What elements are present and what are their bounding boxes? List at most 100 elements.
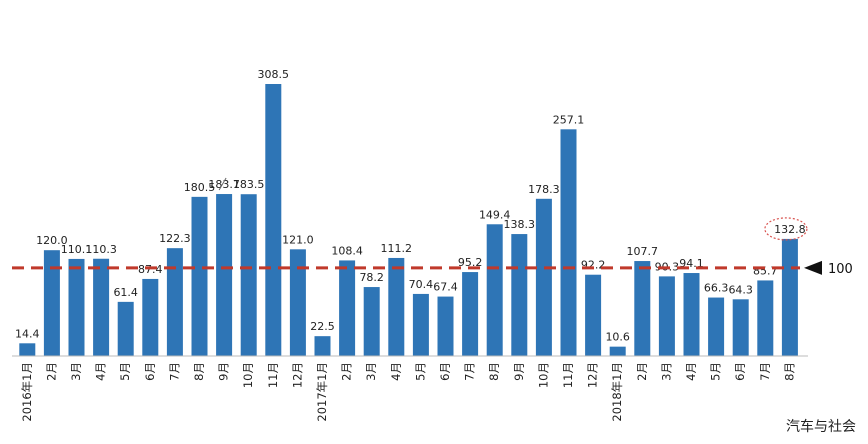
bar — [117, 301, 134, 356]
x-tick-label: 7月 — [167, 362, 181, 381]
bar — [486, 224, 503, 356]
x-tick-label: 6月 — [733, 362, 747, 381]
x-tick-label: 7月 — [463, 362, 477, 381]
x-tick-label: 2月 — [340, 362, 354, 381]
value-label: 111.2 — [381, 242, 413, 255]
bar — [43, 250, 60, 356]
x-tick-label: 3月 — [69, 362, 83, 381]
value-label: 95.2 — [458, 256, 483, 269]
x-tick-label: 10月 — [536, 362, 550, 388]
x-tick-label: 10月 — [241, 362, 255, 388]
bar — [166, 248, 183, 356]
value-label: 183.5 — [233, 178, 265, 191]
value-label: 61.4 — [113, 286, 138, 299]
highlight-circle — [764, 217, 808, 241]
x-tick-label: 9月 — [512, 362, 526, 381]
bar — [265, 84, 282, 356]
value-label: 120.0 — [36, 234, 68, 247]
value-labels-group: 14.4120.0110.1110.361.487.4122.3180.5183… — [15, 68, 808, 344]
bar — [634, 261, 651, 356]
x-tick-label: 12月 — [290, 362, 304, 388]
value-label: 122.3 — [159, 232, 191, 245]
bar — [289, 249, 306, 356]
reference-line-group: 100 — [12, 260, 853, 277]
x-tick-label: 11月 — [561, 362, 575, 388]
value-label: 22.5 — [310, 320, 335, 333]
value-label: 92.2 — [581, 259, 606, 272]
x-tick-label: 7月 — [758, 362, 772, 381]
value-label: 14.4 — [15, 327, 40, 340]
bar — [216, 194, 233, 356]
value-label: 107.7 — [627, 245, 659, 258]
bar — [535, 198, 552, 356]
value-label: 110.1 — [61, 243, 93, 256]
value-label: 70.4 — [409, 278, 434, 291]
value-label: 257.1 — [553, 113, 585, 126]
bar — [708, 297, 725, 356]
bar — [585, 274, 602, 356]
bar — [560, 129, 577, 356]
value-label: 64.3 — [728, 283, 753, 296]
bar — [142, 278, 159, 356]
x-tick-label: 2018年1月 — [610, 362, 624, 422]
x-tick-label: 2月 — [44, 362, 58, 381]
x-tick-label: 2017年1月 — [315, 362, 329, 422]
bar — [437, 296, 454, 356]
bar — [462, 272, 479, 356]
value-label: 132.8 — [774, 223, 806, 236]
x-tick-label: 4月 — [389, 362, 403, 381]
value-label: 138.3 — [504, 218, 536, 231]
x-tick-label: 3月 — [364, 362, 378, 381]
value-label: 66.3 — [704, 282, 729, 295]
x-tick-label: 5月 — [413, 362, 427, 381]
value-label: 308.5 — [258, 68, 290, 81]
bar — [19, 343, 36, 356]
x-tick-label: 5月 — [709, 362, 723, 381]
watermark: 汽车与社会 — [786, 419, 856, 435]
x-tick-label: 8月 — [782, 362, 796, 381]
value-label: 121.0 — [282, 233, 314, 246]
bar — [732, 299, 749, 356]
bar — [363, 287, 380, 356]
value-label: 10.6 — [605, 331, 630, 344]
bar — [412, 293, 429, 356]
x-tick-label: 4月 — [94, 362, 108, 381]
x-tick-label: 6月 — [143, 362, 157, 381]
x-tick-label: 2016年1月 — [20, 362, 34, 422]
bar — [191, 196, 208, 356]
x-tick-label: 2月 — [635, 362, 649, 381]
value-label: 110.3 — [85, 243, 117, 256]
bar — [757, 280, 774, 356]
x-tick-label: 4月 — [684, 362, 698, 381]
bar — [683, 273, 700, 356]
value-label: 183.7 — [208, 178, 240, 191]
x-tick-label: 8月 — [192, 362, 206, 381]
bars-group — [19, 84, 798, 356]
bar — [388, 257, 405, 356]
bar — [658, 276, 675, 356]
bar — [511, 234, 528, 356]
x-tick-label: 5月 — [118, 362, 132, 381]
x-tick-label: 8月 — [487, 362, 501, 381]
bar — [240, 194, 257, 356]
bar — [93, 258, 110, 356]
bar — [68, 258, 85, 356]
reference-arrow-icon — [804, 260, 822, 275]
x-tick-labels-group: 2016年1月 2月 3月 4月 5月 6月 7月 8月 9月 10月 11月 12月 2017年1月 2… — [20, 362, 797, 422]
reference-line-label: 100 — [828, 262, 853, 277]
value-label: 87.4 — [138, 263, 163, 276]
value-label: 108.4 — [331, 244, 363, 257]
value-label: 149.4 — [479, 208, 511, 221]
leader-line — [218, 177, 227, 191]
value-label: 180.5 — [184, 181, 216, 194]
x-tick-label: 6月 — [438, 362, 452, 381]
value-label: 78.2 — [359, 271, 384, 284]
x-tick-label: 9月 — [217, 362, 231, 381]
x-tick-label: 3月 — [659, 362, 673, 381]
bar — [314, 336, 331, 356]
x-tick-label: 12月 — [586, 362, 600, 388]
value-label: 67.4 — [433, 281, 458, 294]
x-tick-label: 11月 — [266, 362, 280, 388]
value-label: 178.3 — [528, 183, 560, 196]
